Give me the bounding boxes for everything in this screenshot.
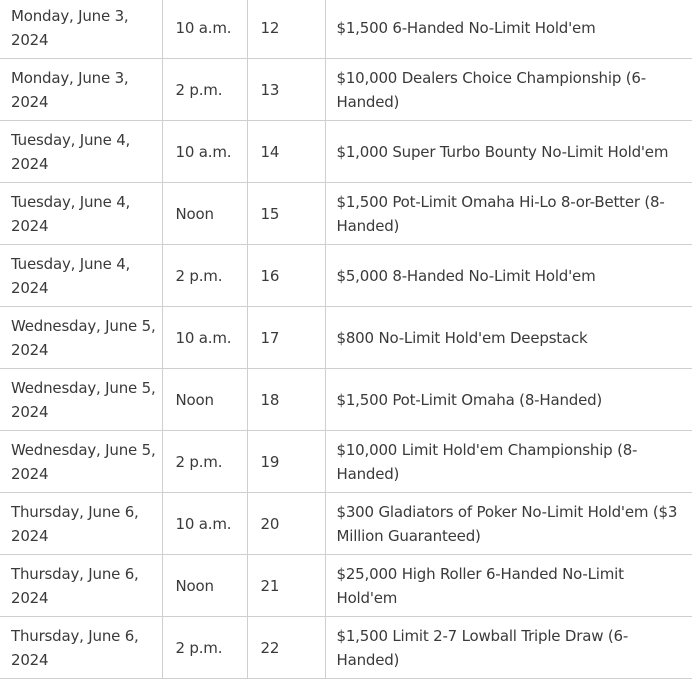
event-number-cell: 17 — [246, 306, 326, 369]
table-row: Thursday, June 6, 2024 Noon 21 $25,000 High… — [0, 554, 692, 617]
date-cell: Tuesday, June 4, 2024 — [0, 120, 163, 183]
event-number-cell: 19 — [246, 430, 326, 493]
time-cell: 10 a.m. — [161, 492, 248, 555]
event-number-cell: 20 — [246, 492, 326, 555]
event-name-cell: $300 Gladiators of Poker No-Limit Hold'e… — [324, 492, 692, 555]
event-number-cell: 12 — [246, 0, 326, 59]
date-cell: Monday, June 3, 2024 — [0, 58, 163, 121]
date-cell: Monday, June 3, 2024 — [0, 0, 163, 59]
table-row: Wednesday, June 5, 2024 Noon 18 $1,500 Pot-… — [0, 368, 692, 431]
time-cell: 10 a.m. — [161, 120, 248, 183]
event-number-cell: 15 — [246, 182, 326, 245]
date-cell: Tuesday, June 4, 2024 — [0, 244, 163, 307]
event-name-cell: $1,500 Pot-Limit Omaha Hi-Lo 8-or-Better… — [324, 182, 692, 245]
time-cell: 2 p.m. — [161, 58, 248, 121]
event-name-cell: $10,000 Dealers Choice Championship (6-H… — [324, 58, 692, 121]
event-number-cell: 14 — [246, 120, 326, 183]
table-row: Tuesday, June 4, 2024 Noon 15 $1,500 Pot-Li… — [0, 182, 692, 245]
table-row: Wednesday, June 5, 2024 2 p.m. 19 $10,000 L… — [0, 430, 692, 493]
event-number-cell: 21 — [246, 554, 326, 617]
event-number-cell: 22 — [246, 616, 326, 679]
date-cell: Thursday, June 6, 2024 — [0, 554, 163, 617]
date-cell: Tuesday, June 4, 2024 — [0, 182, 163, 245]
table-row: Tuesday, June 4, 2024 10 a.m. 14 $1,000 Sup… — [0, 120, 692, 183]
date-cell: Thursday, June 6, 2024 — [0, 492, 163, 555]
date-cell: Wednesday, June 5, 2024 — [0, 306, 163, 369]
date-cell: Wednesday, June 5, 2024 — [0, 368, 163, 431]
event-name-cell: $5,000 8-Handed No-Limit Hold'em — [324, 244, 692, 307]
table-row: Monday, June 3, 2024 2 p.m. 13 $10,000 Deal… — [0, 58, 692, 121]
table-row: Wednesday, June 5, 2024 10 a.m. 17 $800 No-… — [0, 306, 692, 369]
time-cell: 10 a.m. — [161, 306, 248, 369]
time-cell: Noon — [161, 554, 248, 617]
table-row: Thursday, June 6, 2024 2 p.m. 22 $1,500 Lim… — [0, 616, 692, 679]
table-row: Thursday, June 6, 2024 10 a.m. 20 $300 Glad… — [0, 492, 692, 555]
event-name-cell: $1,000 Super Turbo Bounty No-Limit Hold'… — [324, 120, 692, 183]
time-cell: Noon — [161, 368, 248, 431]
table-row: Monday, June 3, 2024 10 a.m. 12 $1,500 6-Ha… — [0, 0, 692, 59]
date-cell: Wednesday, June 5, 2024 — [0, 430, 163, 493]
date-cell: Thursday, June 6, 2024 — [0, 616, 163, 679]
event-name-cell: $10,000 Limit Hold'em Championship (8-Ha… — [324, 430, 692, 493]
event-number-cell: 13 — [246, 58, 326, 121]
event-number-cell: 18 — [246, 368, 326, 431]
table-row: Tuesday, June 4, 2024 2 p.m. 16 $5,000 8-Ha… — [0, 244, 692, 307]
event-name-cell: $800 No-Limit Hold'em Deepstack — [324, 306, 692, 369]
time-cell: 2 p.m. — [161, 430, 248, 493]
event-number-cell: 16 — [246, 244, 326, 307]
time-cell: 10 a.m. — [161, 0, 248, 59]
event-name-cell: $1,500 Pot-Limit Omaha (8-Handed) — [324, 368, 692, 431]
time-cell: Noon — [161, 182, 248, 245]
event-name-cell: $1,500 Limit 2-7 Lowball Triple Draw (6-… — [324, 616, 692, 679]
event-name-cell: $25,000 High Roller 6-Handed No-Limit Ho… — [324, 554, 692, 617]
time-cell: 2 p.m. — [161, 244, 248, 307]
time-cell: 2 p.m. — [161, 616, 248, 679]
event-name-cell: $1,500 6-Handed No-Limit Hold'em — [324, 0, 692, 59]
